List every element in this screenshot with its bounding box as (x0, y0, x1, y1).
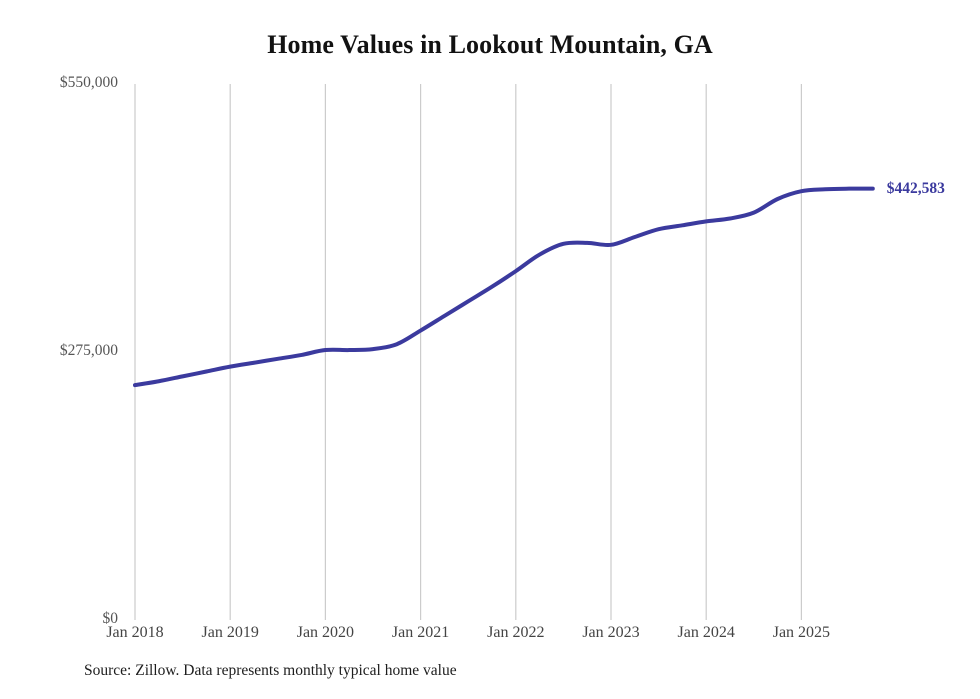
x-tick-label-jan-2020: Jan 2020 (296, 624, 355, 641)
series-line-home-values (133, 186, 875, 388)
end-point-value-label: $442,583 (886, 179, 945, 197)
x-tick-label-jan-2021: Jan 2021 (391, 624, 450, 641)
x-tick-label-jan-2025: Jan 2025 (772, 624, 831, 641)
source-note: Source: Zillow. Data represents monthly … (84, 662, 457, 679)
chart-title: Home Values in Lookout Mountain, GA (267, 30, 713, 59)
y-tick-label-275000: $275,000 (59, 342, 118, 359)
x-tick-label-jan-2022: Jan 2022 (487, 624, 545, 641)
y-tick-label-0: $0 (102, 610, 119, 627)
y-tick-label-550000: $550,000 (59, 74, 118, 91)
x-tick-label-jan-2024: Jan 2024 (677, 624, 735, 641)
gridlines-group (134, 84, 803, 620)
x-tick-label-jan-2018: Jan 2018 (106, 624, 164, 641)
x-tick-label-jan-2019: Jan 2019 (201, 624, 259, 641)
x-tick-label-jan-2023: Jan 2023 (582, 624, 640, 641)
